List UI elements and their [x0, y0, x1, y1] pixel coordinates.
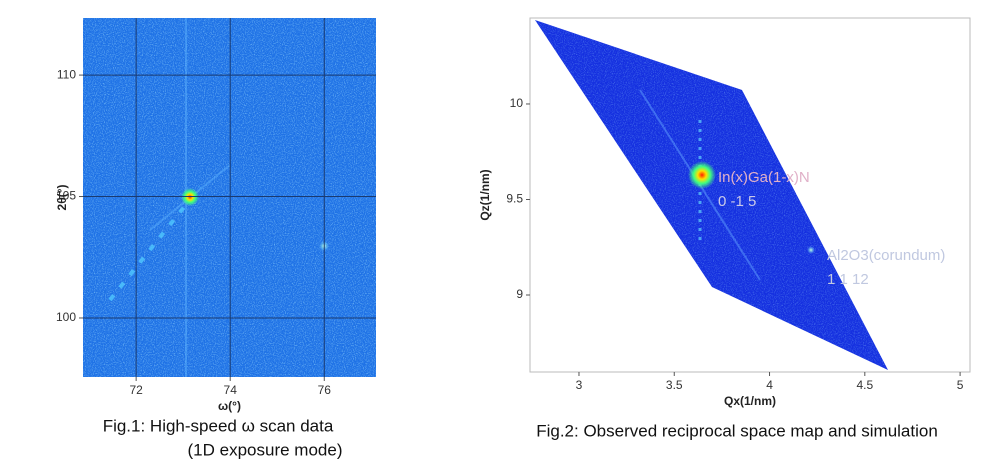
annotation: 0 -1 5 [718, 193, 756, 210]
annotation: Al2O3(corundum) [827, 247, 945, 264]
caption: (1D exposure mode) [188, 440, 343, 459]
x-tick-label: 5 [957, 378, 964, 392]
y-tick-label: 110 [57, 67, 76, 81]
x-axis-label: Qx(1/nm) [724, 394, 776, 408]
y-axis-label: 2θ(°) [55, 185, 69, 211]
annotation: In(x)Ga(1-x)N [718, 169, 810, 186]
caption: Fig.2: Observed reciprocal space map and… [536, 421, 938, 440]
x-tick-label: 76 [318, 383, 332, 397]
y-tick-label: 9 [516, 287, 523, 301]
y-tick-label: 100 [56, 310, 76, 324]
x-axis-label: ω(°) [218, 399, 241, 413]
x-tick-label: 74 [224, 383, 238, 397]
caption: Fig.1: High-speed ω scan data [103, 416, 334, 435]
x-tick-label: 4 [766, 378, 773, 392]
y-tick-label: 10 [510, 96, 524, 110]
y-axis-label: Qz(1/nm) [478, 169, 492, 220]
x-tick-label: 4.5 [856, 378, 873, 392]
intensity-map-1 [83, 18, 376, 377]
x-tick-label: 72 [129, 383, 143, 397]
y-tick-label: 105 [56, 189, 76, 203]
x-tick-label: 3 [576, 378, 583, 392]
annotation: 1 1 12 [827, 271, 869, 288]
x-tick-label: 3.5 [666, 378, 683, 392]
intensity-map-2 [529, 17, 971, 373]
y-tick-label: 9.5 [506, 192, 523, 206]
